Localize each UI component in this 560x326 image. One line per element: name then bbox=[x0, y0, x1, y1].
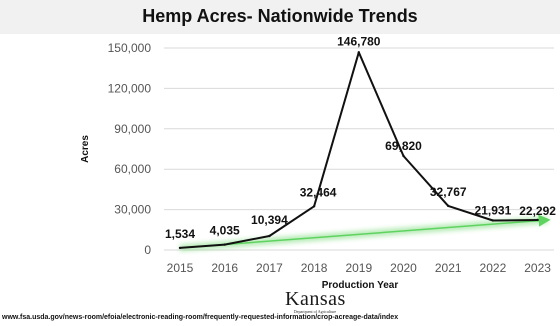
data-label: 4,035 bbox=[210, 224, 240, 238]
y-tick-label: 120,000 bbox=[108, 81, 152, 95]
data-label: 10,394 bbox=[251, 213, 288, 227]
data-label: 32,464 bbox=[300, 185, 337, 199]
trend-arrow bbox=[179, 214, 551, 249]
data-label: 21,931 bbox=[475, 203, 512, 217]
x-tick-label: 2018 bbox=[301, 261, 328, 275]
data-point bbox=[447, 204, 450, 208]
logo-subtext: Department of Agriculture bbox=[293, 309, 337, 314]
y-axis-title: Acres bbox=[80, 135, 91, 163]
data-point bbox=[402, 154, 405, 158]
data-point bbox=[491, 219, 495, 222]
chart-title: Hemp Acres- Nationwide Trends bbox=[142, 6, 418, 26]
logo-wordmark: Kansas bbox=[285, 288, 346, 310]
data-point bbox=[536, 218, 539, 222]
x-tick-label: 2016 bbox=[211, 261, 238, 275]
data-point bbox=[312, 205, 316, 208]
data-point bbox=[178, 246, 182, 250]
x-tick-label: 2015 bbox=[167, 261, 194, 275]
x-tick-label: 2020 bbox=[390, 261, 417, 275]
x-tick-label: 2021 bbox=[435, 261, 462, 275]
y-tick-label: 0 bbox=[144, 243, 151, 257]
x-tick-label: 2019 bbox=[345, 261, 372, 275]
x-tick-label: 2022 bbox=[480, 261, 507, 275]
y-tick-label: 150,000 bbox=[108, 41, 152, 55]
data-label: 22,292 bbox=[519, 204, 556, 218]
y-tick-label: 60,000 bbox=[114, 162, 151, 176]
data-label: 69,820 bbox=[385, 139, 422, 153]
x-tick-label: 2023 bbox=[524, 261, 551, 275]
data-point bbox=[357, 51, 360, 54]
x-tick-label: 2017 bbox=[256, 261, 283, 275]
data-point bbox=[223, 243, 226, 246]
data-point bbox=[268, 234, 271, 238]
source-url: www.fsa.usda.gov/news-room/efoia/electro… bbox=[2, 314, 399, 321]
kansas-logo: Kansas Department of Agriculture bbox=[285, 289, 345, 314]
series-line bbox=[179, 51, 538, 249]
y-tick-label: 90,000 bbox=[114, 122, 151, 136]
data-label: 32,767 bbox=[430, 185, 467, 199]
data-label: 146,780 bbox=[337, 34, 381, 48]
title-bar bbox=[0, 0, 560, 34]
data-label: 1,534 bbox=[165, 227, 195, 241]
y-tick-label: 30,000 bbox=[114, 203, 151, 217]
x-axis-title: Production Year bbox=[322, 280, 399, 291]
